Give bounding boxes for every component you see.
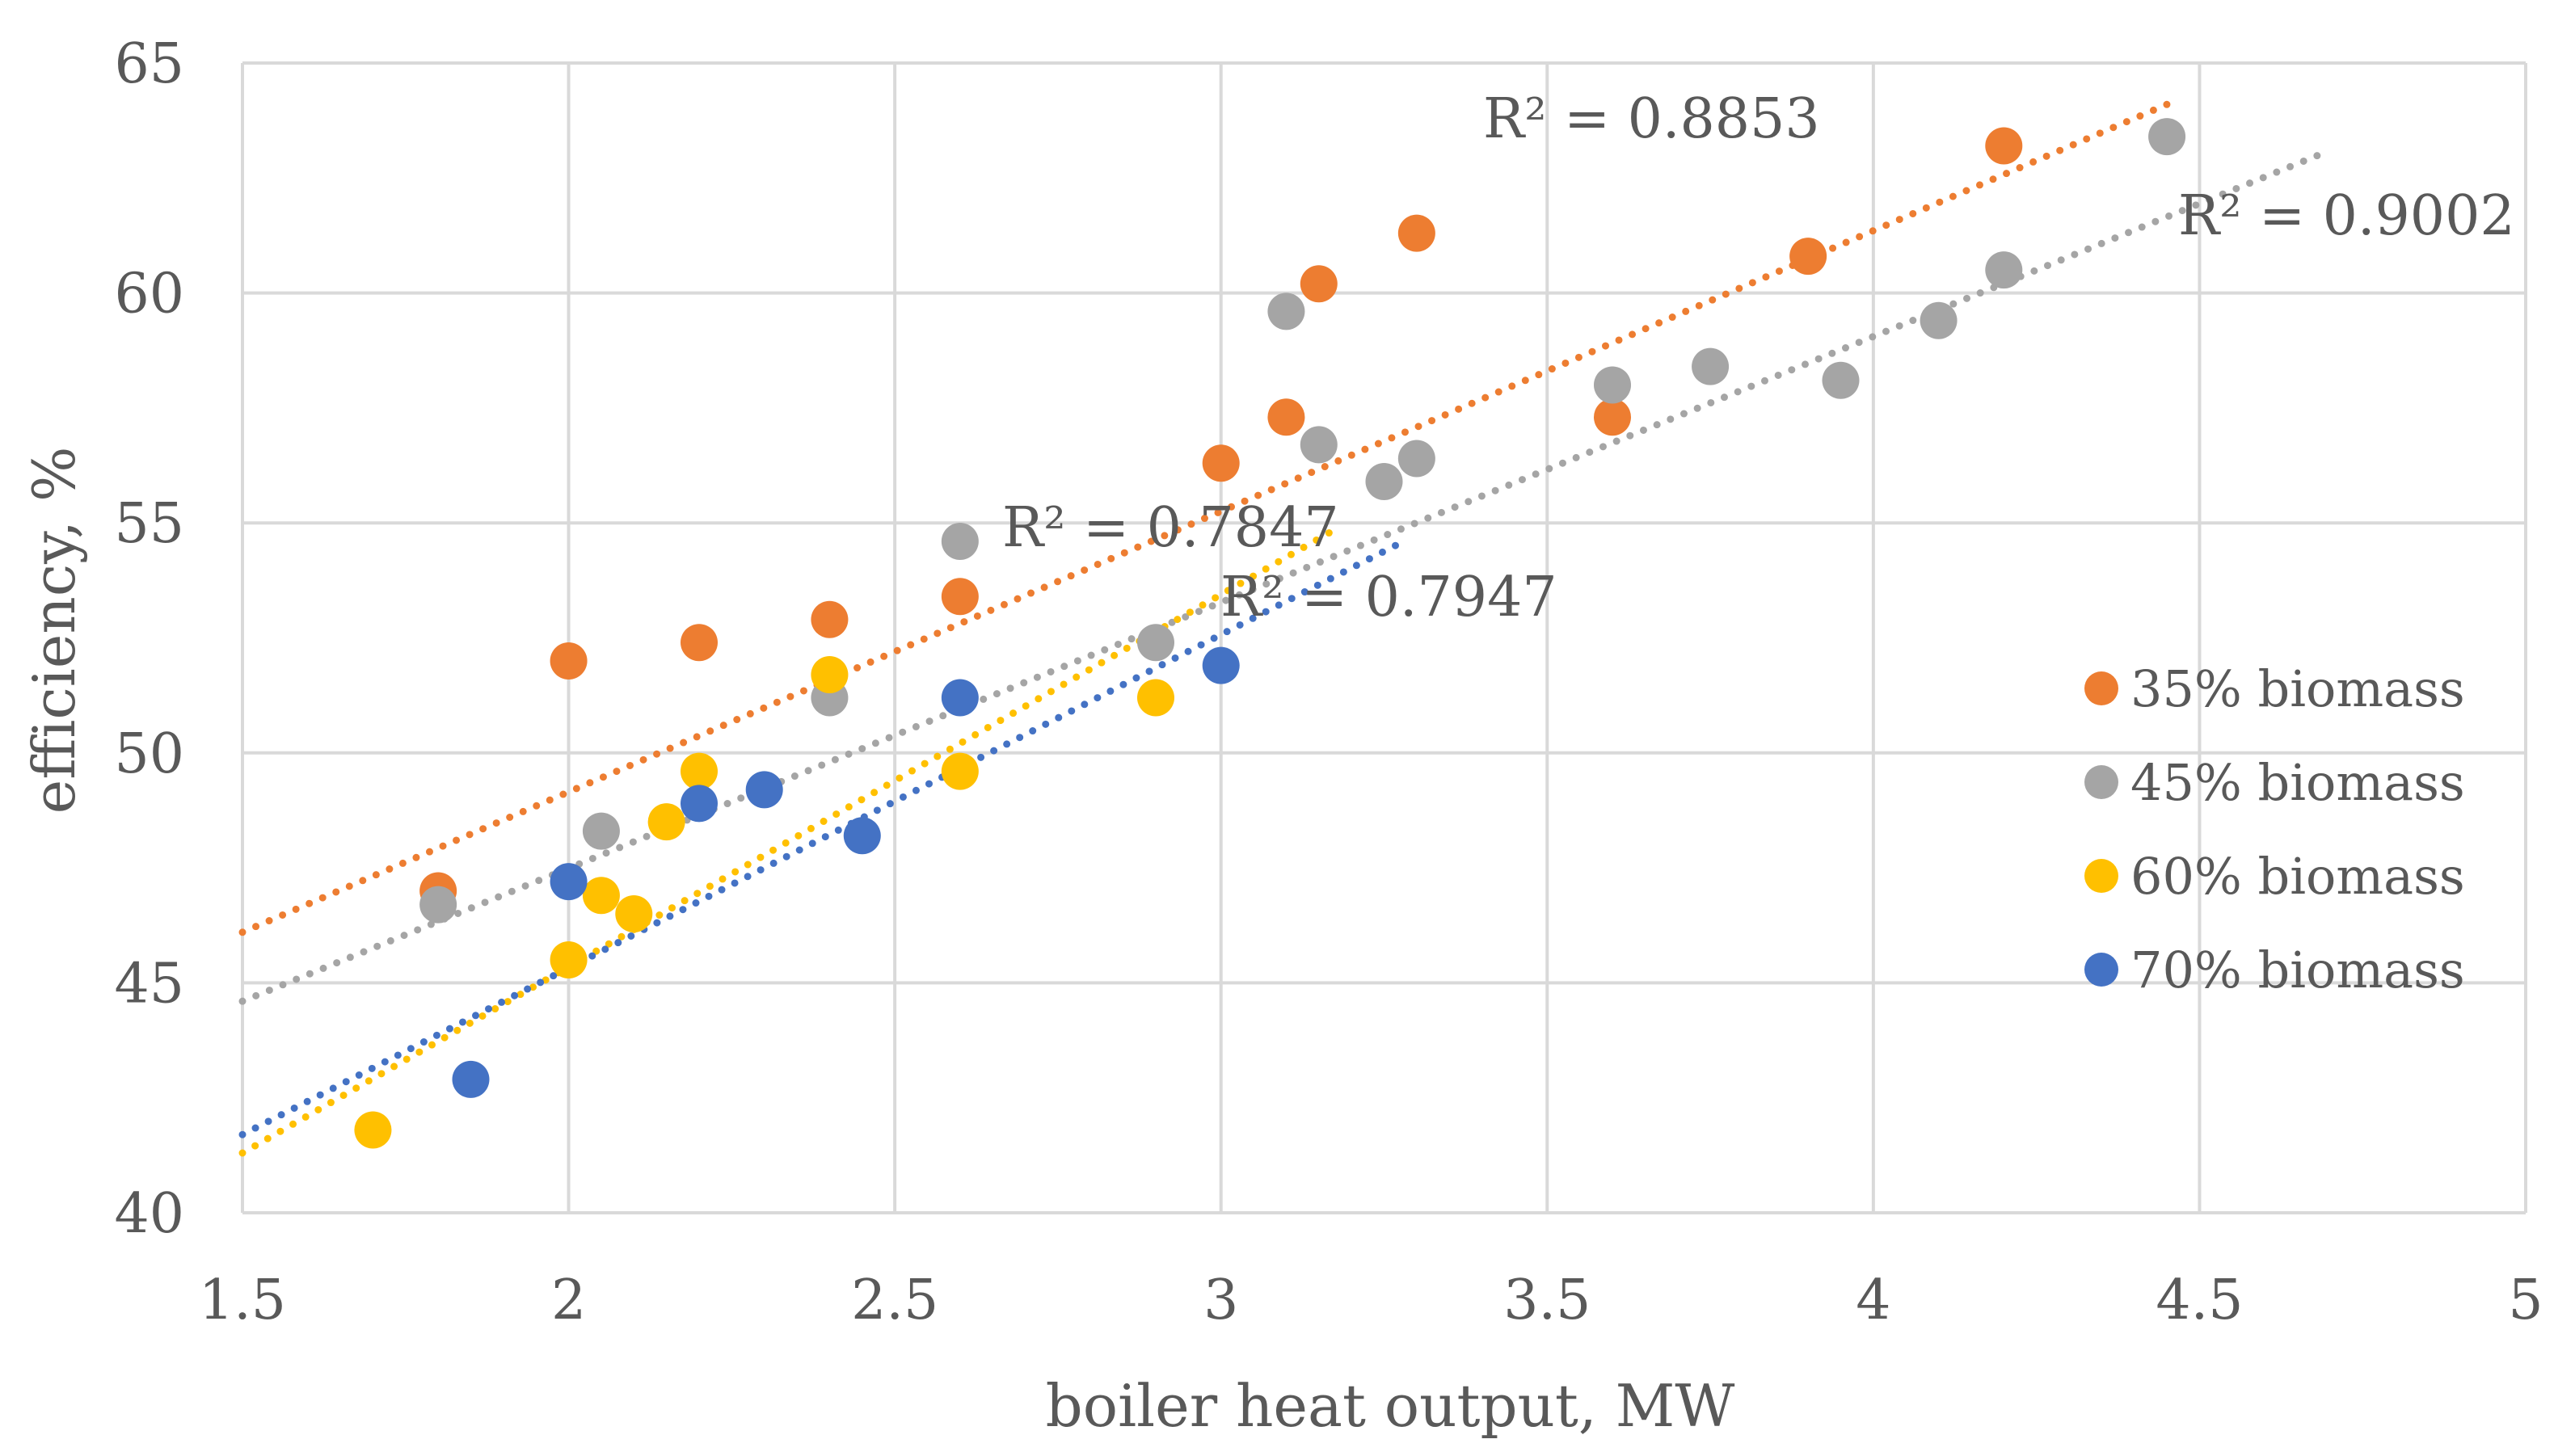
x-tick-label: 2 xyxy=(551,1269,586,1332)
data-point xyxy=(1267,292,1305,330)
data-point xyxy=(745,771,783,809)
gridlines xyxy=(241,61,2527,1214)
data-point xyxy=(1365,462,1403,500)
legend-label-45: 45% biomass xyxy=(2130,753,2465,812)
data-point xyxy=(354,1111,392,1149)
series-3 xyxy=(354,656,1174,1149)
y-axis-title: efficiency, % xyxy=(20,447,88,814)
x-tick-label: 4.5 xyxy=(2156,1269,2243,1332)
data-point xyxy=(1202,646,1240,684)
data-point xyxy=(1594,366,1631,404)
legend-label-60: 60% biomass xyxy=(2130,847,2465,906)
x-tick-label: 3.5 xyxy=(1503,1269,1591,1332)
data-point xyxy=(1300,265,1338,303)
data-point xyxy=(1137,679,1174,717)
data-point xyxy=(941,679,979,717)
r2-text: R² = 0.7947 xyxy=(1220,566,1557,629)
data-point xyxy=(419,886,457,924)
x-tick-label: 4 xyxy=(1856,1269,1890,1332)
r2-label-35: R² = 0.8853 xyxy=(1483,87,1820,151)
legend-marker-35 xyxy=(2084,671,2118,705)
data-point xyxy=(1300,426,1338,464)
data-point xyxy=(1202,444,1240,482)
legend-label-70: 70% biomass xyxy=(2130,941,2465,999)
trendline-45-biomass xyxy=(238,146,2334,1005)
trendlines xyxy=(238,100,2334,1157)
legend: 35% biomass 45% biomass 60% biomass 70% … xyxy=(2084,659,2465,999)
data-point xyxy=(811,656,849,694)
series-4 xyxy=(452,646,1240,1098)
data-point xyxy=(2148,118,2186,156)
data-point xyxy=(1822,361,1860,399)
series-1 xyxy=(419,127,2023,910)
data-point xyxy=(1692,347,1730,385)
data-point xyxy=(647,803,685,841)
data-point xyxy=(550,941,588,978)
data-point xyxy=(582,877,620,915)
data-point xyxy=(1397,440,1435,478)
y-tick-label: 65 xyxy=(114,32,184,96)
y-tick-label: 45 xyxy=(114,952,184,1016)
r2-label-45: R² = 0.9002 xyxy=(2178,184,2515,248)
data-point xyxy=(681,785,718,823)
data-point xyxy=(1267,398,1305,436)
data-point xyxy=(941,578,979,616)
data-point xyxy=(1985,251,2023,289)
x-tick-label: 5 xyxy=(2508,1269,2543,1332)
data-point xyxy=(1920,301,1958,339)
legend-item-70: 70% biomass xyxy=(2084,941,2465,999)
r2-text: R² = 0.8853 xyxy=(1483,87,1820,151)
data-point xyxy=(1137,624,1174,662)
legend-marker-45 xyxy=(2084,765,2118,799)
r2-text: R² = 0.9002 xyxy=(2178,184,2515,248)
legend-item-35: 35% biomass xyxy=(2084,659,2465,718)
data-point xyxy=(941,522,979,560)
data-point xyxy=(681,624,718,662)
data-point xyxy=(843,817,881,855)
legend-label-35: 35% biomass xyxy=(2130,659,2465,718)
r2-label-60: R² = 0.7847 xyxy=(1002,496,1339,560)
series-2 xyxy=(419,118,2186,924)
legend-item-45: 45% biomass xyxy=(2084,753,2465,812)
data-point xyxy=(1789,238,1827,276)
data-point xyxy=(615,895,653,933)
x-axis-ticks: 1.5 2 2.5 3 3.5 4 4.5 5 xyxy=(199,1269,2543,1332)
data-point xyxy=(811,600,849,638)
legend-marker-60 xyxy=(2084,859,2118,893)
y-tick-label: 60 xyxy=(114,263,184,326)
trendline-35-biomass xyxy=(238,100,2171,936)
data-point xyxy=(452,1060,490,1098)
data-point xyxy=(582,812,620,850)
y-tick-label: 40 xyxy=(114,1182,184,1246)
x-axis-title: boiler heat output, MW xyxy=(1046,1372,1735,1440)
data-point xyxy=(1985,127,2023,165)
y-tick-label: 55 xyxy=(114,492,184,556)
x-tick-label: 1.5 xyxy=(199,1269,286,1332)
trendline-70-biomass xyxy=(238,537,1408,1138)
x-tick-label: 3 xyxy=(1203,1269,1238,1332)
r2-text: R² = 0.7847 xyxy=(1002,496,1339,560)
x-tick-label: 2.5 xyxy=(851,1269,938,1332)
y-axis-ticks: 40 45 50 55 60 65 xyxy=(114,32,184,1246)
data-point xyxy=(550,642,588,680)
legend-marker-70 xyxy=(2084,953,2118,987)
legend-item-60: 60% biomass xyxy=(2084,847,2465,906)
r2-label-70: R² = 0.7947 xyxy=(1220,566,1557,629)
data-points xyxy=(354,118,2186,1149)
data-point xyxy=(1594,398,1631,436)
data-point xyxy=(1397,214,1435,252)
y-tick-label: 50 xyxy=(114,722,184,786)
data-point xyxy=(941,752,979,790)
data-point xyxy=(550,863,588,901)
data-point xyxy=(681,752,718,790)
